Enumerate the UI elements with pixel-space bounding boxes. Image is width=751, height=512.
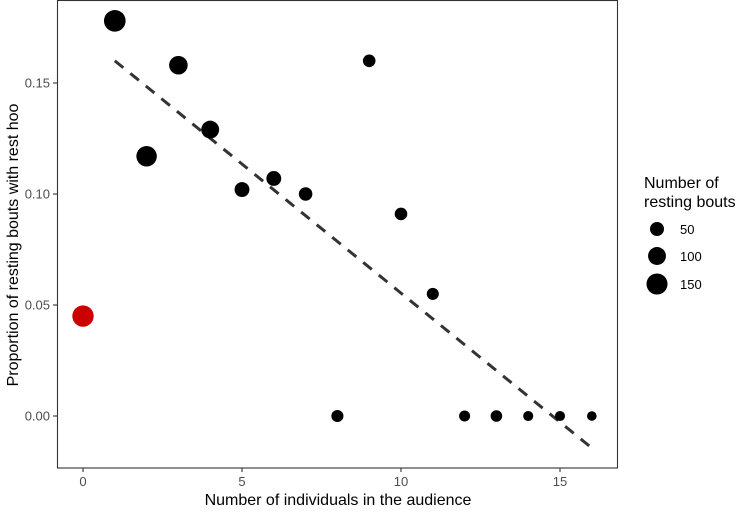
data-point xyxy=(298,187,313,201)
data-point xyxy=(103,10,126,32)
x-axis: 0 5 10 15 xyxy=(79,468,567,489)
y-tick-label: 0.00 xyxy=(25,409,50,424)
data-point xyxy=(266,171,282,186)
panel-border xyxy=(56,0,619,469)
x-tick-label: 15 xyxy=(553,474,567,489)
data-point xyxy=(587,411,597,421)
y-tick-label: 0.15 xyxy=(25,76,50,91)
data-point xyxy=(234,182,250,197)
legend-keys: 50 100 150 xyxy=(646,222,702,295)
x-axis-title: Number of individuals in the audience xyxy=(205,492,472,509)
data-point xyxy=(169,55,188,75)
trend-line xyxy=(113,59,593,450)
highlighted-data-point xyxy=(72,305,94,327)
data-points xyxy=(72,10,597,423)
legend-key-circle xyxy=(648,247,666,265)
legend-key-label: 50 xyxy=(680,222,694,237)
y-axis-title: Proportion of resting bouts with rest ho… xyxy=(5,103,22,386)
data-point xyxy=(394,207,408,221)
size-legend: Number of resting bouts 50 100 150 xyxy=(644,175,736,295)
legend-title-line-1: Number of xyxy=(644,175,719,192)
legend-key-label: 100 xyxy=(680,249,702,264)
x-tick-label: 10 xyxy=(394,474,408,489)
data-point xyxy=(362,54,376,68)
y-axis: 0.00 0.05 0.10 0.15 xyxy=(25,76,57,424)
data-point xyxy=(426,287,439,300)
dashed-regression-line xyxy=(113,59,593,450)
data-point xyxy=(459,410,471,422)
legend-title-line-2: resting bouts xyxy=(644,194,736,211)
y-tick-label: 0.10 xyxy=(25,187,50,202)
x-tick-label: 0 xyxy=(79,474,86,489)
data-point xyxy=(201,120,220,139)
data-point xyxy=(554,410,566,422)
legend-key-circle xyxy=(646,273,668,295)
data-point xyxy=(331,409,344,423)
data-point xyxy=(523,410,534,422)
x-tick-label: 5 xyxy=(238,474,245,489)
y-tick-label: 0.05 xyxy=(25,298,50,313)
data-point xyxy=(490,410,503,422)
data-point xyxy=(136,146,157,167)
legend-key-circle xyxy=(650,222,664,236)
legend-key-label: 150 xyxy=(680,277,702,292)
